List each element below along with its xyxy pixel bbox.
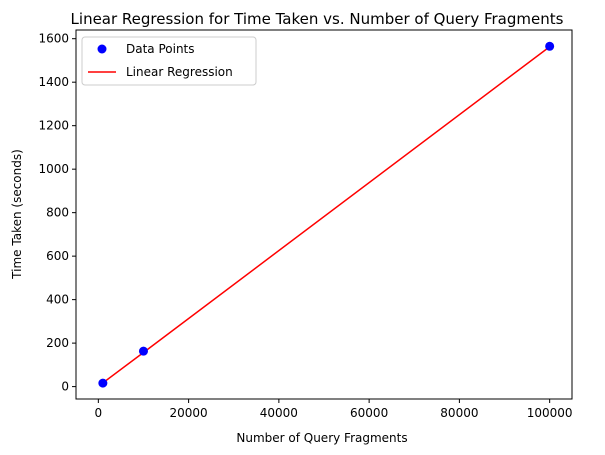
y-tick-label: 1400 (38, 75, 69, 89)
y-tick-label: 1200 (38, 119, 69, 133)
y-tick-label: 600 (46, 249, 69, 263)
y-tick-label: 200 (46, 336, 69, 350)
legend-label-data-points: Data Points (126, 42, 195, 56)
y-tick-label: 1000 (38, 162, 69, 176)
y-tick-label: 800 (46, 206, 69, 220)
plot-area (75, 29, 573, 400)
x-tick-label: 40000 (260, 406, 298, 420)
chart-title: Linear Regression for Time Taken vs. Num… (71, 10, 564, 28)
legend-label-linear-regression: Linear Regression (126, 65, 233, 79)
data-point (545, 41, 555, 51)
x-tick-label: 100000 (527, 406, 573, 420)
x-tick-label: 60000 (350, 406, 388, 420)
data-point (138, 346, 148, 356)
legend-marker-data-points (97, 44, 107, 54)
legend-box (81, 36, 257, 86)
y-tick-label: 400 (46, 293, 69, 307)
x-tick-label: 80000 (440, 406, 478, 420)
y-axis: 0 200 400 600 800 1000 1200 1400 1600 (38, 32, 76, 394)
y-tick-label: 1600 (38, 32, 69, 46)
legend: Data Points Linear Regression (81, 36, 257, 86)
series-layer (98, 41, 555, 388)
data-point (98, 378, 108, 388)
x-axis: 0 20000 40000 60000 80000 100000 (95, 399, 573, 420)
x-tick-label: 0 (95, 406, 103, 420)
plot-frame (75, 29, 573, 400)
y-tick-label: 0 (61, 380, 69, 394)
y-axis-label: Time Taken (seconds) (10, 149, 24, 280)
x-axis-label: Number of Query Fragments (236, 431, 407, 445)
x-tick-label: 20000 (170, 406, 208, 420)
